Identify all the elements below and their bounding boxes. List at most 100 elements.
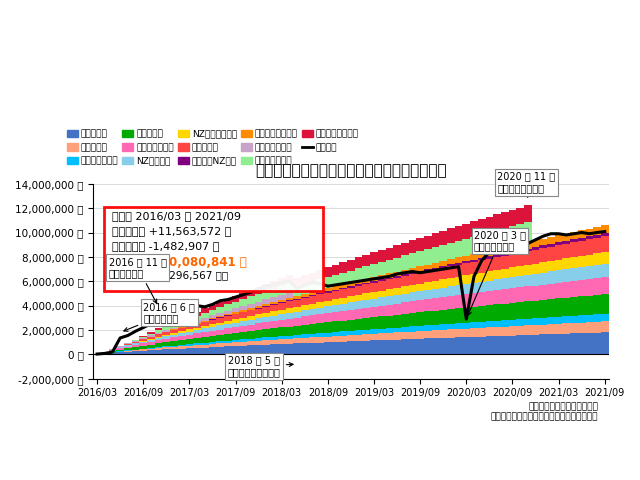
Bar (347, 310, 355, 320)
Bar (255, 318, 262, 324)
Bar (478, 235, 486, 252)
合計損益 (324, 283, 332, 289)
Bar (216, 313, 224, 316)
Bar (170, 322, 178, 324)
Bar (232, 309, 239, 312)
Bar (278, 320, 285, 327)
Bar (132, 350, 140, 351)
Bar (178, 340, 186, 345)
Bar (493, 215, 501, 230)
Text: 合計損益： +10,080,841 円: 合計損益： +10,080,841 円 (112, 256, 247, 269)
Bar (278, 303, 285, 310)
Bar (516, 335, 524, 354)
Bar (209, 336, 216, 342)
Bar (447, 259, 455, 264)
Bar (385, 277, 393, 279)
Bar (362, 293, 370, 300)
Bar (431, 270, 439, 281)
Bar (255, 338, 262, 341)
Bar (232, 323, 239, 327)
Bar (209, 347, 216, 354)
Bar (555, 235, 563, 242)
Bar (347, 260, 355, 271)
Bar (424, 269, 431, 271)
Bar (293, 278, 301, 286)
Bar (293, 335, 301, 338)
Bar (524, 222, 532, 242)
Bar (224, 311, 232, 314)
Bar (578, 296, 586, 315)
Bar (163, 342, 170, 346)
Bar (547, 324, 555, 334)
Bar (463, 239, 470, 256)
Bar (324, 333, 332, 336)
Bar (532, 325, 540, 335)
Bar (193, 343, 201, 345)
Bar (262, 306, 270, 307)
Bar (455, 285, 463, 295)
Bar (262, 300, 270, 304)
Bar (439, 268, 447, 279)
Bar (278, 302, 285, 303)
Bar (524, 265, 532, 275)
Bar (408, 240, 416, 253)
Bar (586, 279, 593, 296)
Bar (516, 266, 524, 276)
Bar (247, 290, 255, 297)
Bar (501, 289, 509, 304)
Bar (570, 242, 578, 257)
Bar (178, 346, 186, 348)
Bar (216, 318, 224, 323)
Bar (308, 343, 316, 354)
Bar (270, 302, 278, 304)
合計損益 (170, 306, 178, 312)
Bar (339, 289, 347, 298)
Bar (393, 257, 401, 272)
Bar (239, 299, 247, 306)
Bar (155, 333, 163, 334)
Bar (178, 327, 186, 328)
Bar (486, 217, 493, 232)
Bar (278, 314, 285, 320)
Bar (524, 287, 532, 301)
Bar (147, 348, 155, 349)
Bar (439, 261, 447, 266)
Bar (285, 326, 293, 336)
Bar (186, 335, 193, 339)
Bar (509, 252, 516, 254)
Bar (324, 306, 332, 313)
Bar (447, 329, 455, 337)
Bar (209, 315, 216, 318)
Bar (486, 336, 493, 354)
Bar (201, 322, 209, 326)
Bar (601, 233, 609, 236)
Bar (347, 302, 355, 310)
Bar (224, 304, 232, 311)
Bar (532, 264, 540, 274)
Bar (463, 329, 470, 337)
Bar (209, 327, 216, 331)
Bar (478, 219, 486, 235)
Bar (316, 302, 324, 308)
Bar (247, 297, 255, 304)
Bar (540, 324, 547, 335)
Bar (470, 328, 478, 337)
Bar (239, 293, 247, 299)
Bar (301, 335, 308, 338)
Bar (232, 333, 239, 340)
Bar (370, 283, 378, 292)
Bar (155, 337, 163, 338)
Bar (555, 245, 563, 260)
Bar (355, 301, 362, 309)
Bar (470, 293, 478, 307)
Bar (586, 236, 593, 239)
Bar (332, 342, 339, 354)
Bar (170, 346, 178, 347)
Bar (224, 334, 232, 341)
Bar (262, 345, 270, 354)
Bar (570, 334, 578, 354)
Bar (424, 325, 431, 331)
Bar (524, 205, 532, 222)
Bar (339, 298, 347, 304)
Bar (447, 243, 455, 259)
